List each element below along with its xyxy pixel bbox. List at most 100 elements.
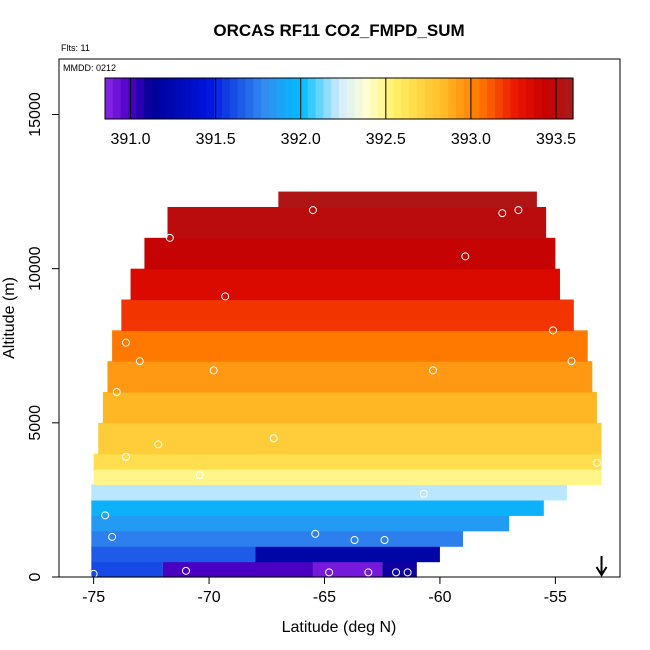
- y-tick-label: 15000: [27, 92, 44, 137]
- sample-point: [325, 568, 334, 577]
- colorbar-segment: [557, 78, 566, 119]
- colorbar-segment: [502, 78, 512, 119]
- colorbar-segment: [183, 78, 192, 119]
- colorbar-segment: [393, 78, 402, 119]
- sample-point: [121, 338, 130, 347]
- colorbar-segment: [409, 78, 418, 119]
- colorbar-segment: [385, 78, 395, 119]
- colorbar-ticks: 391.0 391.5 392.0 392.5 393.0 393.5: [111, 78, 576, 148]
- colorbar-segment: [549, 78, 558, 119]
- colorbar-segment: [354, 78, 363, 119]
- colorbar-segment: [424, 78, 434, 119]
- colorbar-segment: [534, 78, 543, 119]
- arrow-head: [595, 566, 608, 577]
- field-cell: [130, 268, 560, 301]
- field-cell: [112, 330, 588, 362]
- colorbar-segment: [261, 78, 270, 119]
- sample-point: [112, 388, 121, 396]
- sample-point: [165, 233, 174, 242]
- colorbar-segment: [432, 78, 441, 119]
- colorbar-segment: [276, 78, 285, 119]
- colorbar-segment: [456, 78, 465, 119]
- latitude-arrow-marker: [595, 556, 608, 577]
- date-label: MMDD: 0212: [63, 63, 116, 73]
- sample-point: [419, 489, 428, 498]
- colorbar-border: [104, 77, 574, 120]
- colorbar-segment: [167, 78, 176, 119]
- field-cell: [91, 499, 544, 516]
- sample-point: [380, 536, 389, 544]
- field-cell: [102, 392, 597, 424]
- sample-point: [108, 532, 117, 541]
- colorbar-segment: [229, 78, 239, 119]
- colorbar-segment: [315, 78, 324, 119]
- sample-point: [221, 292, 230, 301]
- colorbar-segment: [136, 78, 145, 119]
- colorbar-segment: [518, 78, 527, 119]
- colorbar-segment: [128, 78, 137, 119]
- x-axis: -75 -70 -65 -60 -55: [82, 577, 567, 606]
- colorbar-tick-label: 391.0: [111, 131, 151, 148]
- colorbar-segment: [565, 78, 574, 119]
- field-cell: [162, 561, 313, 578]
- sample-point: [269, 434, 278, 443]
- x-tick-label: -75: [82, 589, 105, 606]
- sample-point: [101, 511, 110, 520]
- colorbar-segment: [526, 78, 535, 119]
- colorbar-segment: [331, 78, 340, 119]
- co2-field: [91, 191, 602, 578]
- colorbar-segment: [175, 78, 184, 119]
- sample-point: [135, 357, 144, 366]
- colorbar-segment: [346, 78, 356, 119]
- chart-title: ORCAS RF11 CO2_FMPD_SUM: [213, 21, 464, 40]
- field-cell: [167, 207, 547, 239]
- colorbar-segment: [323, 78, 332, 119]
- colorbar-segment: [284, 78, 293, 119]
- field-cell: [121, 299, 574, 331]
- field-cell: [91, 484, 567, 501]
- colorbar-segment: [190, 78, 200, 119]
- y-tick-label: 10000: [27, 246, 44, 291]
- colorbar-segment: [362, 78, 371, 119]
- colorbar-tick-label: 393.0: [451, 131, 491, 148]
- field-cell: [91, 561, 163, 578]
- colorbar-segment: [307, 78, 317, 119]
- colorbar-segment: [471, 78, 480, 119]
- sample-point: [403, 568, 412, 577]
- y-axis-label: Altitude (m): [1, 277, 18, 359]
- colorbar-segment: [417, 78, 426, 119]
- y-tick-label: 5000: [27, 405, 44, 441]
- colorbar-segment: [253, 78, 262, 119]
- colorbar-segment: [112, 78, 122, 119]
- colorbar-segment: [268, 78, 278, 119]
- colorbar-gradient: [105, 78, 574, 119]
- x-tick-label: -70: [197, 589, 220, 606]
- field-cell: [98, 422, 602, 455]
- sample-point: [592, 458, 601, 467]
- colorbar-tick-label: 391.5: [196, 131, 236, 148]
- x-tick-label: -60: [428, 589, 451, 606]
- colorbar-segment: [339, 78, 348, 119]
- plot-area: [58, 58, 621, 578]
- sample-point: [549, 326, 558, 335]
- field-cell: [93, 453, 602, 470]
- colorbar-segment: [214, 78, 223, 119]
- colorbar-segment: [479, 78, 488, 119]
- colorbar: 391.0 391.5 392.0 392.5 393.0 393.5: [104, 77, 576, 148]
- sample-point: [364, 568, 373, 577]
- colorbar-segment: [401, 78, 410, 119]
- field-cell: [382, 561, 417, 578]
- flights-label: Flts: 11: [61, 43, 90, 53]
- colorbar-segment: [487, 78, 496, 119]
- sample-point: [350, 536, 359, 544]
- field-cell: [91, 546, 256, 563]
- colorbar-segment: [463, 78, 473, 119]
- sample-point: [121, 452, 130, 461]
- field-cell: [255, 546, 440, 563]
- colorbar-segment: [222, 78, 231, 119]
- colorbar-segment: [370, 78, 379, 119]
- sample-point: [308, 206, 317, 215]
- field-cell: [93, 469, 602, 486]
- sample-point: [195, 471, 204, 480]
